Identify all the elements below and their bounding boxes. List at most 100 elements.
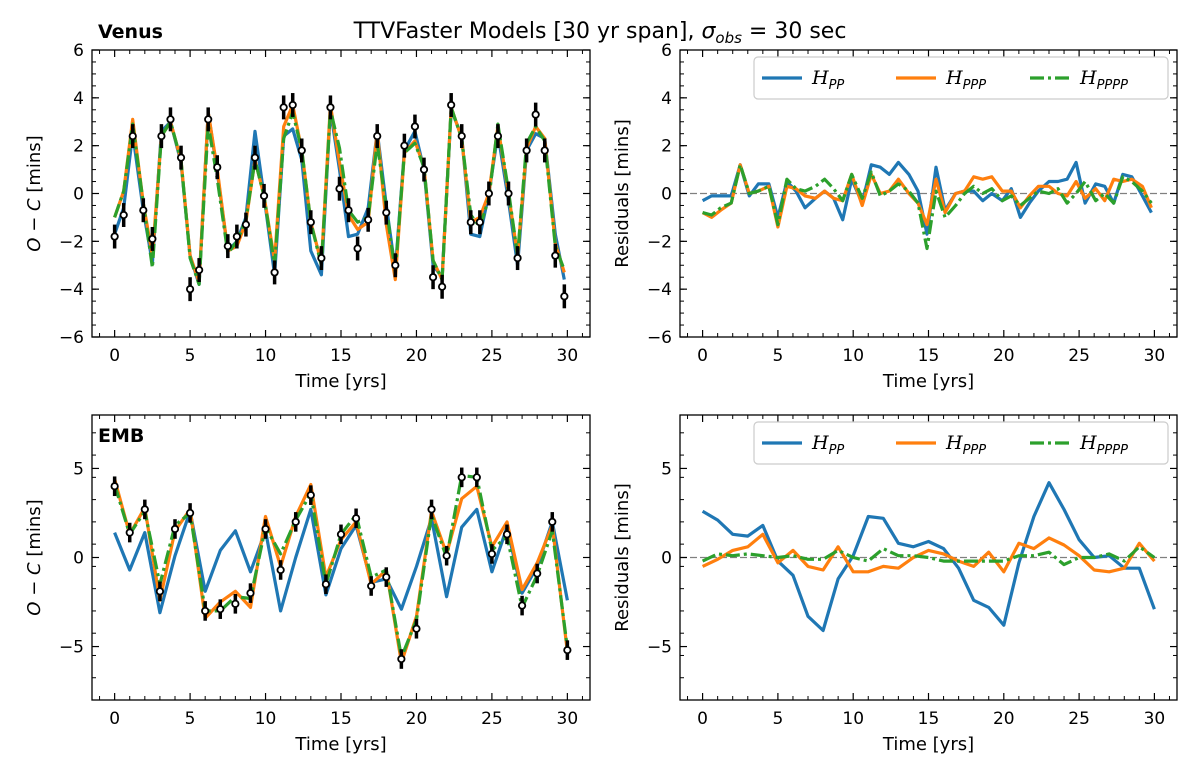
obs-point bbox=[140, 505, 149, 514]
obs-point bbox=[493, 132, 503, 141]
legend-label-pppp-symbol: H bbox=[1079, 432, 1097, 454]
x-tick-label: 5 bbox=[185, 709, 196, 729]
obs-point bbox=[344, 206, 353, 215]
obs-point bbox=[336, 530, 346, 539]
legend-label-pp: HPP bbox=[811, 432, 844, 458]
obs-point bbox=[472, 473, 481, 482]
x-tick-label: 20 bbox=[406, 709, 428, 729]
y-tick-label: 6 bbox=[661, 41, 672, 61]
legend-frame bbox=[753, 421, 1169, 465]
legend-label-pp: HPP bbox=[811, 67, 844, 93]
x-tick-label: 20 bbox=[993, 709, 1015, 729]
y-axis-label-c: C bbox=[24, 198, 45, 211]
y-axis-label: Residuals [mins] bbox=[612, 119, 633, 267]
x-tick-label: 30 bbox=[1144, 346, 1166, 366]
x-axis-label: Time [yrs] bbox=[294, 371, 386, 392]
x-tick-label: 15 bbox=[330, 709, 352, 729]
obs-point bbox=[513, 253, 522, 263]
x-tick-label: 25 bbox=[481, 709, 503, 729]
y-tick-label: 0 bbox=[661, 549, 672, 569]
obs-point bbox=[297, 146, 306, 155]
obs-point bbox=[522, 146, 531, 155]
obs-point bbox=[223, 242, 232, 251]
obs-point bbox=[502, 530, 512, 539]
x-tick-label: 5 bbox=[772, 346, 783, 366]
legend-label-ppp-subscript: PPP bbox=[963, 443, 987, 458]
obs-point bbox=[353, 244, 362, 253]
y-axis-label-minus: − bbox=[24, 575, 45, 602]
obs-point bbox=[110, 482, 119, 491]
legend-label-pp-subscript: PP bbox=[829, 443, 845, 458]
obs-point bbox=[484, 189, 493, 198]
panel-emb_resid: 0 5 10 15 20 25 30 −5 0 5 Time [yrs] Residuals [min… bbox=[612, 414, 1178, 755]
y-tick-label: 2 bbox=[661, 137, 672, 157]
obs-point bbox=[540, 146, 549, 155]
y-axis-label-o: O bbox=[24, 602, 45, 616]
obs-point bbox=[185, 508, 195, 518]
x-tick-label: 15 bbox=[918, 346, 940, 366]
obs-point bbox=[110, 232, 119, 241]
obs-point bbox=[364, 215, 373, 224]
panel-venus_resid: 0 5 10 15 20 25 30 −6 −4 −2 0 2 4 6 Time [yrs] Residual… bbox=[612, 41, 1178, 392]
obs-point bbox=[563, 646, 572, 655]
x-tick-label: 10 bbox=[842, 709, 864, 729]
obs-point bbox=[397, 654, 406, 664]
obs-point bbox=[351, 514, 361, 523]
series-group bbox=[701, 481, 1156, 633]
obs-point bbox=[148, 234, 157, 244]
y-axis-label-o: O bbox=[24, 238, 45, 252]
obs-point bbox=[204, 115, 213, 124]
x-axis-label: Time [yrs] bbox=[882, 734, 974, 755]
obs-point bbox=[400, 141, 409, 150]
x-tick-label: 25 bbox=[481, 346, 503, 366]
y-tick-label: 0 bbox=[661, 185, 672, 205]
obs-point bbox=[367, 581, 376, 591]
legend-label-pp-subscript: PP bbox=[829, 78, 845, 93]
x-tick-label: 15 bbox=[330, 346, 352, 366]
x-tick-label: 15 bbox=[918, 709, 940, 729]
x-tick-label: 10 bbox=[842, 346, 864, 366]
x-axis-label: Time [yrs] bbox=[294, 734, 386, 755]
obs-point bbox=[216, 605, 225, 614]
x-tick-label: 30 bbox=[1144, 709, 1166, 729]
legend-label-pppp-symbol: H bbox=[1079, 67, 1097, 89]
x-tick-label: 0 bbox=[109, 346, 120, 366]
figure-title: TTVFaster Models [30 yr span], σobs = 30… bbox=[353, 19, 847, 47]
obs-point bbox=[427, 505, 436, 514]
y-tick-label: −4 bbox=[59, 280, 84, 300]
obs-point bbox=[410, 122, 420, 131]
y-axis-label: O − C [mins] bbox=[24, 135, 45, 251]
legend-label-ppp-subscript: PPP bbox=[963, 78, 987, 93]
legend-frame bbox=[753, 56, 1169, 100]
obs-point bbox=[321, 580, 331, 589]
obs-point bbox=[288, 100, 297, 110]
obs-point bbox=[125, 528, 134, 537]
y-axis-label-unit: [mins] bbox=[24, 499, 45, 562]
series-line-ppp bbox=[113, 478, 569, 665]
obs-point bbox=[157, 132, 166, 141]
obs-point bbox=[548, 517, 557, 526]
obs-point bbox=[438, 282, 447, 291]
y-tick-label: 2 bbox=[73, 137, 84, 157]
legend-label-pppp: HPPPP bbox=[1079, 67, 1128, 93]
obs-point bbox=[246, 589, 255, 598]
obs-point bbox=[139, 206, 148, 215]
y-tick-label: 4 bbox=[73, 89, 84, 109]
y-tick-label: −2 bbox=[647, 232, 672, 252]
obs-point bbox=[475, 218, 484, 227]
figure-title-math: σ bbox=[701, 19, 716, 44]
obs-point bbox=[128, 132, 137, 141]
obs-point bbox=[291, 517, 300, 526]
obs-point bbox=[276, 565, 285, 575]
x-tick-label: 30 bbox=[557, 709, 579, 729]
figure-title-math-rest: = 30 sec bbox=[742, 19, 847, 44]
obs-point bbox=[201, 606, 210, 616]
y-tick-label: 0 bbox=[73, 185, 84, 205]
obs-point bbox=[457, 473, 466, 482]
legend-label-pp-symbol: H bbox=[811, 67, 829, 89]
obs-point bbox=[382, 572, 391, 582]
obs-point bbox=[317, 253, 326, 263]
x-tick-label: 0 bbox=[697, 346, 708, 366]
